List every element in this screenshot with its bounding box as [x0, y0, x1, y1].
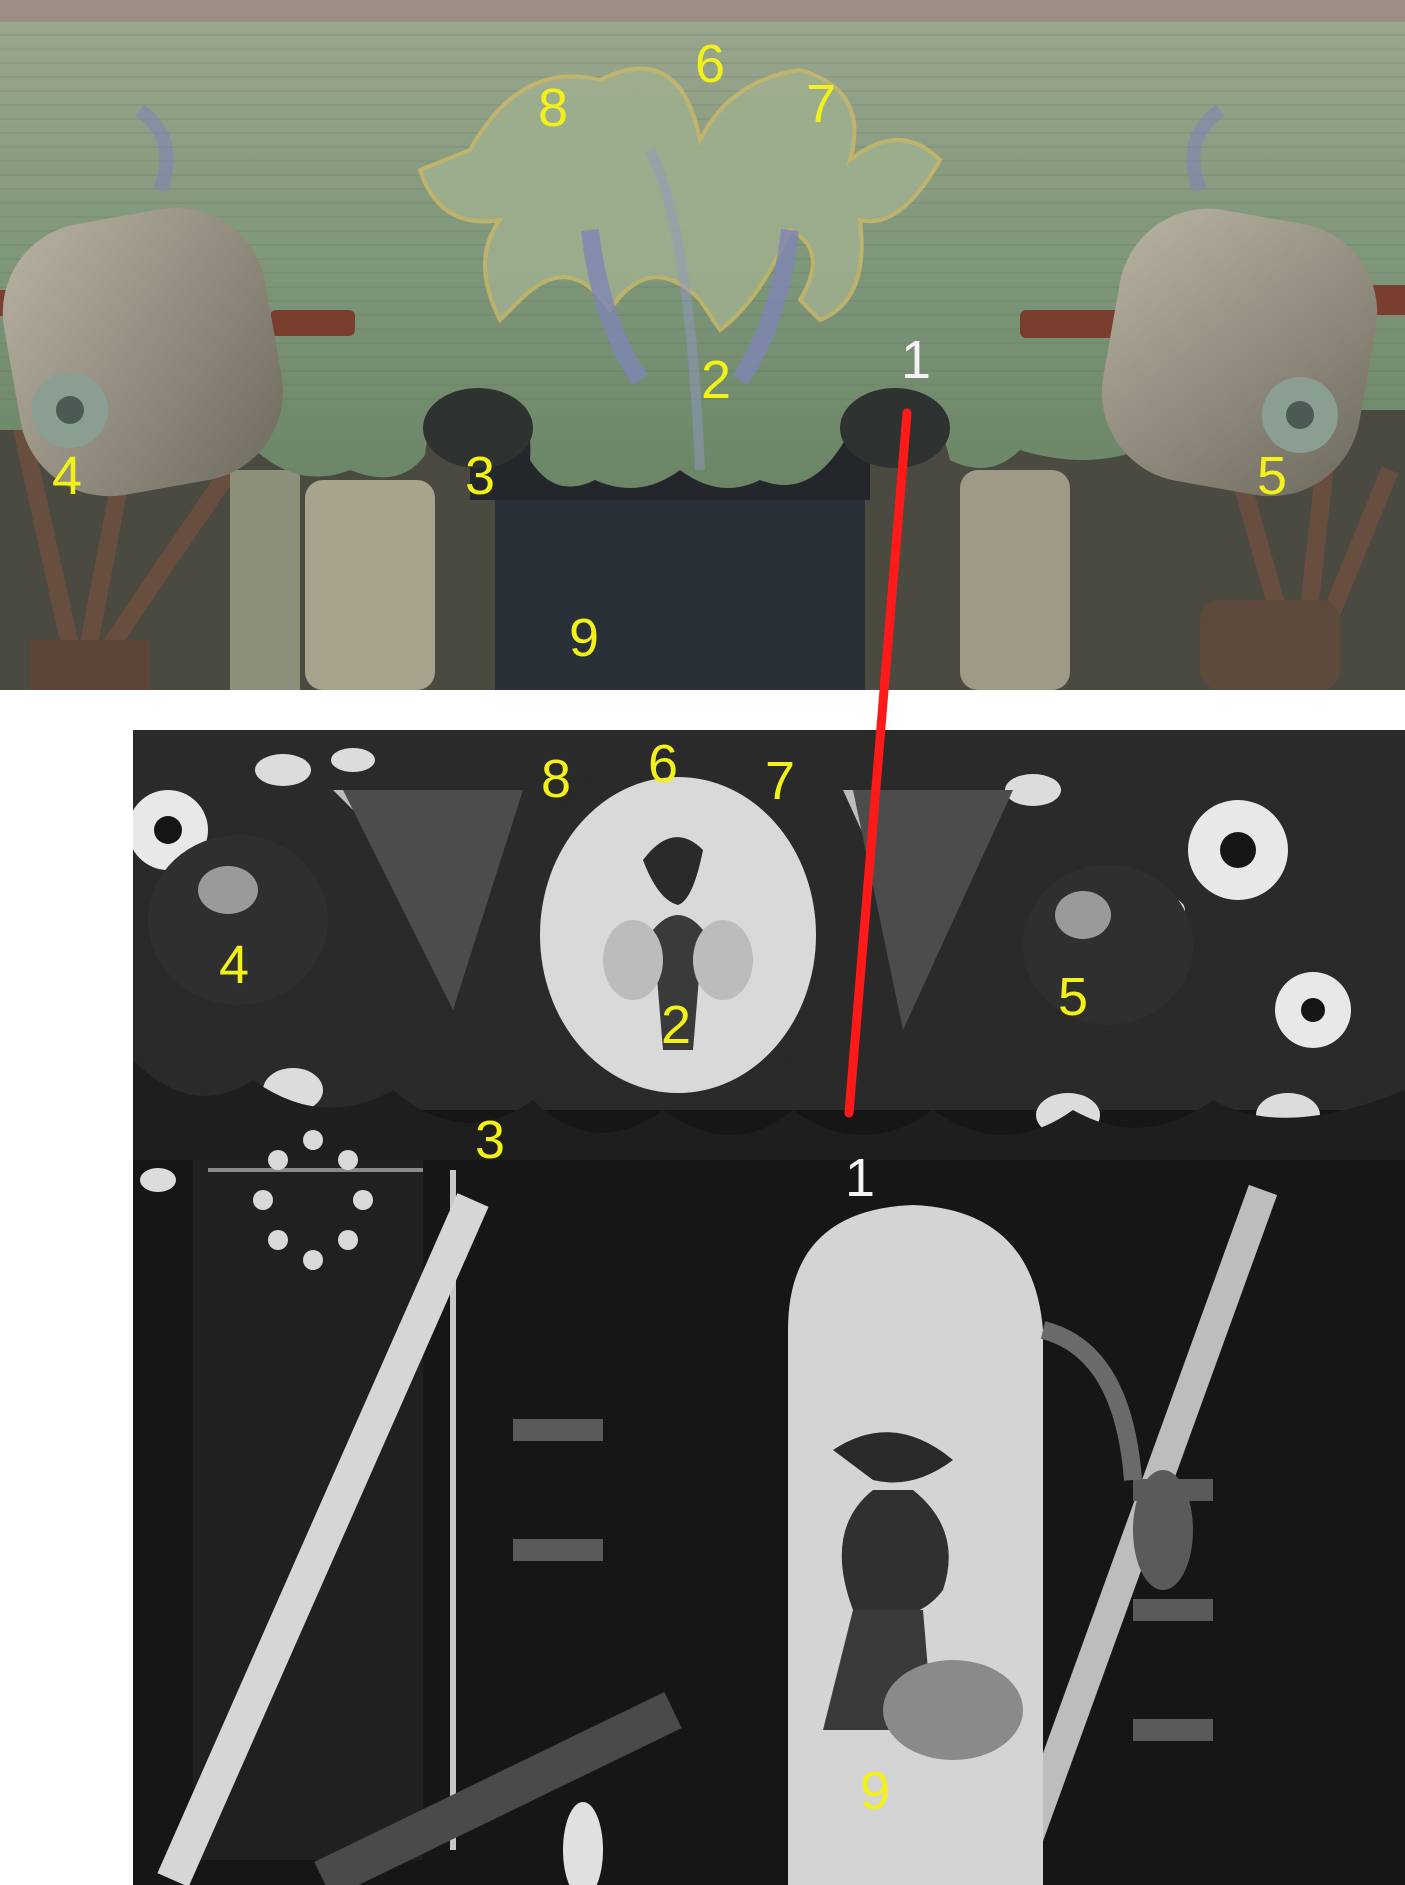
marker-4: 4	[51, 446, 83, 506]
bottom-archival-photo: 8 6 7 4 5 2 3 1 9	[133, 730, 1405, 1885]
marker-4: 4	[218, 935, 250, 995]
marker-1: 1	[900, 330, 932, 390]
marker-9: 9	[859, 1761, 891, 1821]
marker-7: 7	[764, 751, 796, 811]
marker-5: 5	[1057, 967, 1089, 1027]
marker-8: 8	[537, 78, 569, 138]
marker-9: 9	[568, 608, 600, 668]
left-hub-icon	[2, 207, 283, 497]
marker-5: 5	[1256, 446, 1288, 506]
marker-6: 6	[694, 34, 726, 94]
marker-2: 2	[700, 350, 732, 410]
top-color-photo: 6 8 7 2 1 4 3 5 9	[0, 0, 1405, 690]
marker-2: 2	[660, 995, 692, 1055]
marker-6: 6	[647, 734, 679, 794]
right-hub-icon	[1101, 208, 1378, 497]
marker-7: 7	[805, 74, 837, 134]
marker-1: 1	[844, 1148, 876, 1208]
marker-3: 3	[474, 1110, 506, 1170]
marker-3: 3	[464, 446, 496, 506]
painted-wooden-beam-photo-icon	[0, 0, 1405, 690]
archival-black-and-white-photo-icon	[133, 730, 1405, 1885]
marker-8: 8	[540, 749, 572, 809]
